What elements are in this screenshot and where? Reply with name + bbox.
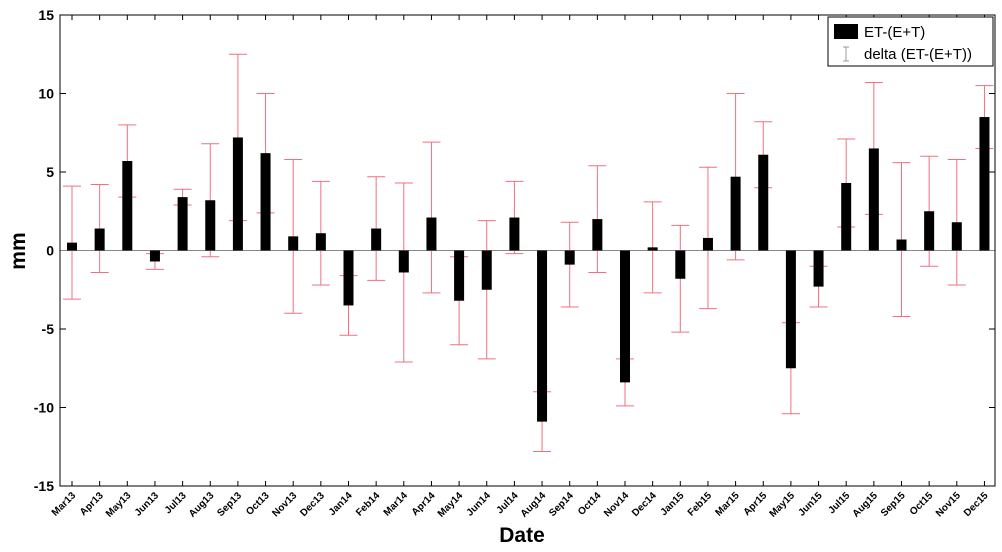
bar [315,233,326,251]
error-bar [367,176,386,281]
x-tick-label: Jun13 [133,490,162,519]
y-tick-label: 15 [38,7,54,23]
bar [398,250,409,273]
x-tick-label: May14 [436,490,466,520]
x-tick-label: May13 [104,490,134,520]
x-tick-label: Aug15 [851,490,881,520]
x-tick-label: May15 [768,490,798,520]
x-tick-label: Dec14 [630,490,659,519]
y-tick-label: 10 [38,86,54,102]
bar [675,250,686,279]
legend-label-delta: delta (ET-(E+T)) [864,46,972,63]
x-tick-label: Nov13 [270,490,299,519]
x-tick-label: Nov15 [934,490,963,519]
x-tick-label: Mar15 [714,490,743,519]
x-tick-label: Oct13 [244,490,272,518]
bar [149,250,160,262]
x-tick-label: Sep13 [215,490,244,519]
x-tick-label: Aug14 [519,490,549,520]
legend-swatch-error [843,46,849,62]
bar [979,117,990,251]
x-tick-label: Apr13 [78,490,106,518]
x-tick-label: Nov14 [602,490,631,519]
x-tick-label: Oct15 [908,490,936,518]
bar [868,148,879,251]
bar [67,242,77,251]
y-tick-label: 5 [46,164,54,180]
bar [371,228,382,251]
x-tick-label: Feb14 [354,490,383,519]
x-tick-label: Apr15 [742,490,770,518]
x-tick-label: Mar13 [50,490,79,519]
bar [426,217,437,251]
bar [537,250,548,422]
x-tick-label: Feb15 [686,490,715,519]
bar [758,154,769,251]
y-axis-label: mm [7,232,30,269]
x-tick-label: Apr14 [410,490,438,518]
bar [177,197,188,251]
x-tick-label: Jan14 [327,490,355,518]
bar [260,153,271,251]
bar [481,250,492,290]
bar [343,250,354,306]
legend: ET-(E+T) delta (ET-(E+T)) [827,16,994,67]
bars [67,117,990,422]
bar [232,137,243,251]
x-tick-label: Jul13 [163,490,189,516]
bar [841,182,852,251]
bar [620,250,630,383]
x-tick-label: Jun15 [796,490,825,519]
error-bars [63,53,994,452]
bar [288,236,299,251]
y-tick-label: -15 [34,478,54,494]
bar [924,211,935,251]
bar [592,219,603,251]
x-tick-label: Sep14 [547,490,576,519]
bar [94,228,105,251]
y-tick-label: -5 [42,321,55,337]
legend-label-bars: ET-(E+T) [864,24,925,41]
bar [509,217,520,251]
bar [813,250,824,287]
x-tick-label: Mar14 [382,490,411,519]
x-tick-label: Jan15 [659,490,687,518]
bar [122,161,133,251]
bar [896,239,907,251]
y-tick-label: -10 [34,400,54,416]
bar [564,250,575,265]
bar [730,176,741,251]
bar [454,250,465,301]
bar [785,250,796,369]
x-tick-label: Aug13 [187,490,217,520]
legend-swatch-bar [834,24,858,39]
x-tick-label: Sep15 [879,490,908,519]
bar [205,200,216,251]
x-tick-label: Oct14 [576,490,604,518]
x-tick-label: Jun14 [465,490,494,519]
x-tick-label: Jul15 [826,490,852,516]
y-tick-label: 0 [46,243,54,259]
x-tick-label: Dec13 [298,490,327,519]
x-tick-label: Dec15 [962,490,991,519]
bar [647,247,658,251]
bar [951,222,962,251]
plot-frame [59,14,996,487]
x-axis-label: Date [499,524,545,547]
bar [702,237,713,251]
x-tick-label: Jul14 [495,490,521,516]
